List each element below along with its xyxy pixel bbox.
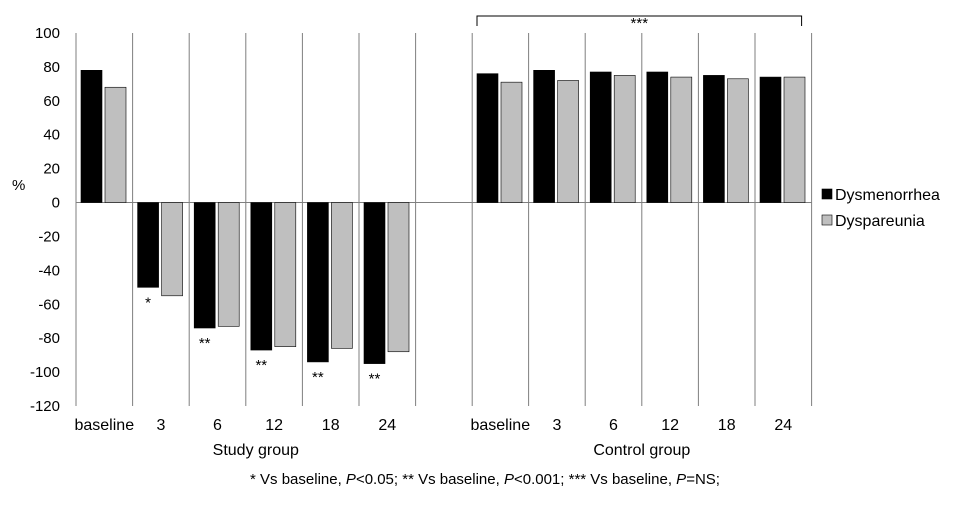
bar-dyspareunia xyxy=(387,202,410,353)
y-tick-label: -100 xyxy=(30,364,60,381)
x-tick-label: 18 xyxy=(322,417,340,434)
bar-dysmenorrhea xyxy=(759,76,782,203)
bar-dyspareunia xyxy=(727,78,749,203)
y-tick-label: -20 xyxy=(38,228,60,245)
legend-swatch-dysmenorrhea xyxy=(821,188,833,200)
bar-dysmenorrhea xyxy=(533,70,555,203)
group-label: Study group xyxy=(213,442,299,459)
legend-swatch-dyspareunia xyxy=(821,214,833,226)
x-tick-label: 24 xyxy=(774,417,792,434)
y-tick-label: -80 xyxy=(38,330,60,347)
footnote: * Vs baseline, P<0.05; ** Vs baseline, P… xyxy=(250,471,720,488)
y-axis-label: % xyxy=(12,177,25,194)
y-tick-label: 40 xyxy=(43,127,60,144)
bar-dysmenorrhea xyxy=(307,202,329,363)
plot-area: baseline 3 * 6 ** 12 ** 18 ** 24 ** Study group base… xyxy=(74,15,813,459)
x-tick-label: 6 xyxy=(213,417,222,434)
x-tick-label: 12 xyxy=(661,417,679,434)
bar-dysmenorrhea xyxy=(80,70,103,203)
bar-dyspareunia xyxy=(274,202,297,347)
x-tick-label: 3 xyxy=(156,417,165,434)
y-tick-label: 60 xyxy=(43,93,60,110)
bar-dysmenorrhea xyxy=(476,73,499,203)
bar-dysmenorrhea xyxy=(703,75,725,203)
bar-dysmenorrhea xyxy=(589,71,612,203)
bar-dysmenorrhea xyxy=(363,202,386,364)
significance-bracket xyxy=(476,15,803,26)
y-axis: 100 80 60 40 20 0 -20 -40 -60 -80 -100 -120 xyxy=(30,25,77,415)
x-tick-label: 6 xyxy=(609,417,618,434)
bar-dysmenorrhea xyxy=(193,202,216,329)
bar-dyspareunia xyxy=(557,80,579,203)
x-tick-label: 24 xyxy=(378,417,396,434)
significance-marker: ** xyxy=(369,371,381,388)
bar-dyspareunia xyxy=(331,202,353,349)
legend: Dysmenorrhea Dyspareunia xyxy=(821,187,940,230)
bar-dysmenorrhea xyxy=(646,71,669,203)
y-tick-label: -40 xyxy=(38,262,60,279)
y-tick-label: 100 xyxy=(35,25,60,42)
y-tick-label: -60 xyxy=(38,296,60,313)
significance-marker: * xyxy=(145,294,151,311)
significance-marker: ** xyxy=(199,335,211,352)
y-tick-label: 0 xyxy=(52,195,60,212)
bar-dyspareunia xyxy=(670,76,693,203)
legend-label-dysmenorrhea: Dysmenorrhea xyxy=(835,187,940,204)
x-tick-label: baseline xyxy=(74,417,134,434)
bar-dyspareunia xyxy=(161,202,183,297)
bar-dyspareunia xyxy=(783,76,806,203)
y-tick-label: -120 xyxy=(30,398,60,415)
bar-dysmenorrhea xyxy=(137,202,159,288)
bracket-label: *** xyxy=(631,15,649,32)
bar-dyspareunia xyxy=(500,81,523,203)
y-tick-label: 80 xyxy=(43,59,60,76)
group-label: Control group xyxy=(593,442,690,459)
significance-marker: ** xyxy=(312,369,324,386)
bar-chart: % 100 80 60 40 20 0 -20 -40 -60 -80 -100 -120 basel… xyxy=(12,15,940,459)
x-tick-label: baseline xyxy=(470,417,530,434)
bar-dyspareunia xyxy=(217,202,240,327)
y-tick-label: 20 xyxy=(43,161,60,178)
x-tick-label: 18 xyxy=(718,417,736,434)
bar-dyspareunia xyxy=(613,75,636,203)
x-tick-label: 12 xyxy=(265,417,283,434)
bar-dysmenorrhea xyxy=(250,202,273,351)
significance-marker: ** xyxy=(255,357,267,374)
legend-label-dyspareunia: Dyspareunia xyxy=(835,213,925,230)
x-tick-label: 3 xyxy=(552,417,561,434)
bar-dyspareunia xyxy=(104,86,127,203)
